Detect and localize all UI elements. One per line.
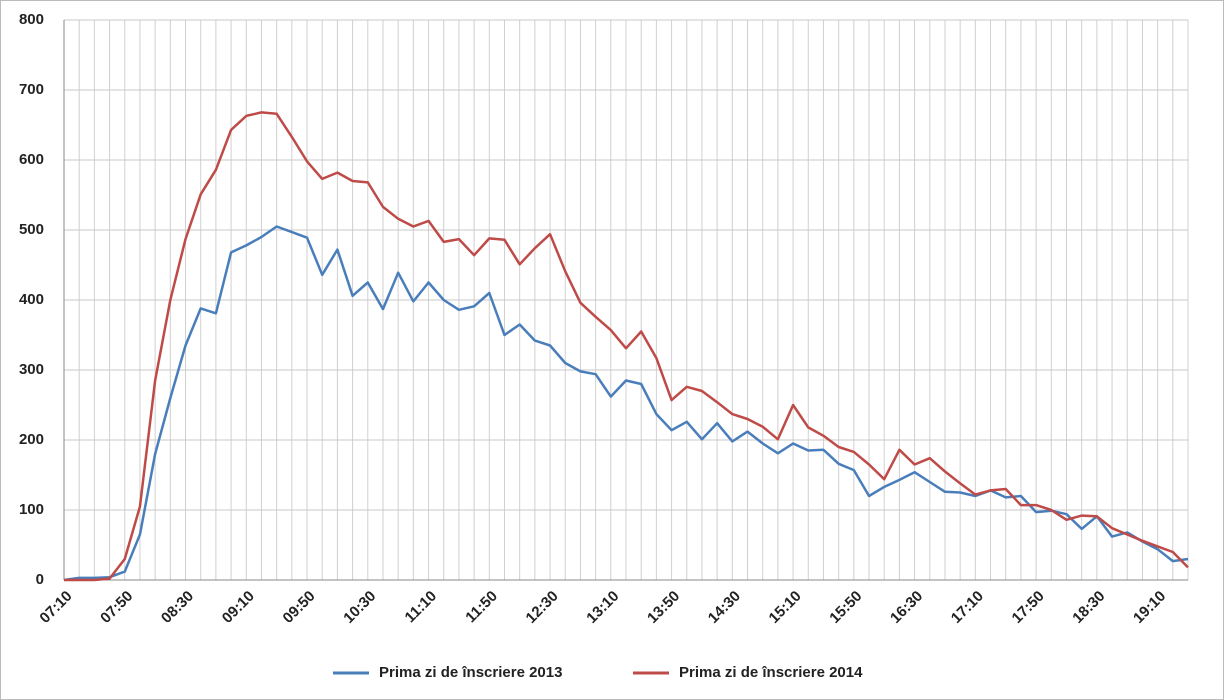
y-tick-label: 200 <box>19 431 44 448</box>
series-line <box>63 225 1189 582</box>
y-tick-label: 100 <box>19 501 44 518</box>
legend: Prima zi de înscriere 2013 Prima zi de în… <box>333 664 863 681</box>
legend-label: Prima zi de înscriere 2014 <box>679 664 863 681</box>
y-tick-label: 300 <box>19 361 44 378</box>
y-tick-label: 700 <box>19 81 44 98</box>
y-tick-label: 800 <box>19 11 44 28</box>
y-tick-label: 500 <box>19 221 44 238</box>
series-line <box>64 111 1189 582</box>
y-tick-label: 600 <box>19 151 44 168</box>
y-tick-label: 0 <box>36 571 44 588</box>
legend-label: Prima zi de înscriere 2013 <box>379 664 562 681</box>
y-tick-label: 400 <box>19 291 44 308</box>
